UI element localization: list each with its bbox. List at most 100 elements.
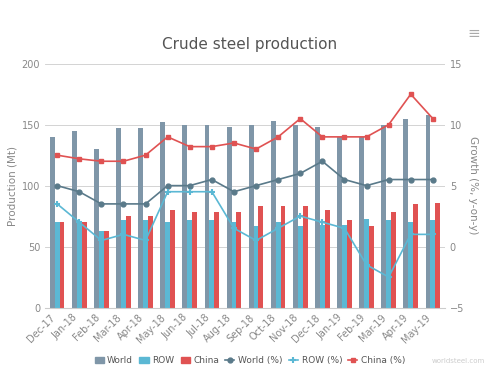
- Bar: [320, 225, 325, 308]
- China (%): [386, 122, 392, 127]
- ROW (%): [297, 214, 303, 218]
- Bar: [236, 212, 241, 308]
- World (%): [231, 189, 237, 194]
- World (%): [164, 183, 170, 188]
- World (%): [320, 159, 326, 164]
- World (%): [253, 183, 259, 188]
- Line: ROW (%): ROW (%): [54, 188, 436, 280]
- China (%): [253, 147, 259, 152]
- China (%): [76, 157, 82, 161]
- Bar: [276, 222, 280, 308]
- China (%): [98, 159, 104, 164]
- Bar: [391, 212, 396, 308]
- ROW (%): [54, 202, 60, 206]
- Bar: [271, 121, 276, 308]
- Bar: [204, 124, 210, 308]
- World (%): [275, 177, 281, 182]
- Y-axis label: Growth (%, y-on-y): Growth (%, y-on-y): [468, 136, 478, 235]
- Bar: [210, 220, 214, 308]
- ROW (%): [430, 232, 436, 237]
- Bar: [148, 216, 153, 308]
- Bar: [121, 220, 126, 308]
- World (%): [364, 183, 370, 188]
- Bar: [192, 212, 197, 308]
- Bar: [254, 226, 258, 308]
- ROW (%): [142, 238, 148, 243]
- Bar: [82, 222, 86, 308]
- Bar: [298, 226, 302, 308]
- China (%): [54, 153, 60, 158]
- Text: worldsteel.com: worldsteel.com: [432, 358, 485, 364]
- ROW (%): [231, 226, 237, 231]
- Y-axis label: Production (Mt): Production (Mt): [8, 146, 18, 226]
- China (%): [408, 92, 414, 96]
- Bar: [249, 124, 254, 308]
- China (%): [164, 135, 170, 139]
- World (%): [120, 202, 126, 206]
- Bar: [94, 149, 99, 308]
- China (%): [342, 135, 347, 139]
- World (%): [386, 177, 392, 182]
- ROW (%): [342, 226, 347, 231]
- ROW (%): [364, 262, 370, 267]
- Bar: [54, 222, 60, 308]
- Bar: [116, 128, 121, 308]
- Bar: [430, 220, 436, 308]
- ROW (%): [253, 238, 259, 243]
- Bar: [104, 231, 108, 308]
- ROW (%): [164, 189, 170, 194]
- World (%): [98, 202, 104, 206]
- ROW (%): [275, 226, 281, 231]
- Bar: [382, 124, 386, 308]
- China (%): [187, 144, 193, 149]
- World (%): [209, 177, 215, 182]
- Bar: [360, 137, 364, 308]
- Bar: [436, 202, 440, 308]
- Line: World (%): World (%): [54, 159, 436, 206]
- Bar: [214, 212, 219, 308]
- Bar: [60, 222, 64, 308]
- ROW (%): [76, 220, 82, 224]
- China (%): [275, 135, 281, 139]
- Bar: [258, 206, 264, 308]
- Bar: [170, 210, 175, 308]
- Bar: [226, 127, 232, 308]
- Bar: [72, 131, 77, 308]
- Bar: [302, 206, 308, 308]
- Bar: [337, 137, 342, 308]
- Bar: [315, 127, 320, 308]
- Bar: [280, 206, 285, 308]
- China (%): [142, 153, 148, 158]
- Bar: [404, 118, 408, 308]
- Bar: [143, 220, 148, 308]
- ROW (%): [187, 189, 193, 194]
- Bar: [138, 128, 143, 308]
- China (%): [364, 135, 370, 139]
- Bar: [182, 124, 188, 308]
- World (%): [342, 177, 347, 182]
- Bar: [386, 220, 391, 308]
- Bar: [413, 204, 418, 308]
- China (%): [297, 116, 303, 121]
- Bar: [77, 222, 82, 308]
- Bar: [188, 220, 192, 308]
- ROW (%): [209, 189, 215, 194]
- Bar: [165, 222, 170, 308]
- Bar: [126, 216, 130, 308]
- China (%): [430, 116, 436, 121]
- Bar: [342, 225, 347, 308]
- Bar: [369, 226, 374, 308]
- Bar: [232, 222, 236, 308]
- Line: China (%): China (%): [54, 92, 436, 164]
- Legend: World, ROW, China, World (%), ROW (%), China (%): World, ROW, China, World (%), ROW (%), C…: [91, 352, 409, 369]
- China (%): [120, 159, 126, 164]
- China (%): [231, 141, 237, 145]
- Text: Crude steel production: Crude steel production: [162, 38, 338, 52]
- Bar: [160, 122, 165, 308]
- World (%): [142, 202, 148, 206]
- World (%): [297, 171, 303, 176]
- Bar: [426, 115, 430, 308]
- Bar: [99, 231, 104, 308]
- World (%): [408, 177, 414, 182]
- ROW (%): [320, 220, 326, 224]
